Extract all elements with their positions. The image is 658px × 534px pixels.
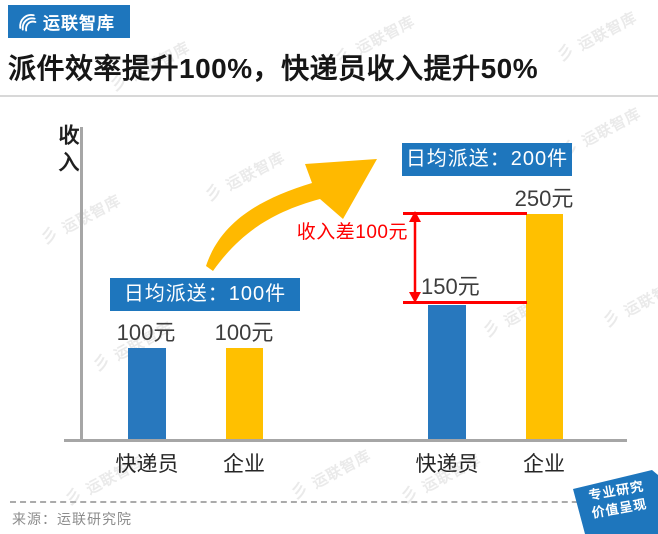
- group1-label-badge: 日均派送：100件: [110, 278, 300, 311]
- y-axis-line: [80, 127, 83, 442]
- watermark: 运联智库: [597, 269, 658, 332]
- group1-courier-category-label: 快递员: [115, 453, 179, 476]
- title-divider: [0, 95, 658, 97]
- source-text: 来源：运联研究院: [12, 511, 132, 527]
- ribbon-text: 专业研究 价值呈现: [582, 477, 653, 524]
- group2-courier-category-label: 快递员: [415, 453, 479, 476]
- group1-courier-value-label: 100元: [116, 320, 176, 345]
- brand-name: 运联智库: [43, 14, 115, 33]
- group2-company-value-label: 250元: [514, 186, 574, 211]
- diff-double-arrow-icon: [404, 210, 426, 309]
- group2-courier-bar: [428, 305, 466, 439]
- income-diff-annotation: 收入差100元: [296, 222, 408, 243]
- brand-logo: 运联智库: [8, 5, 130, 38]
- group2-company-category-label: 企业: [523, 453, 565, 476]
- page-title: 派件效率提升100%，快递员收入提升50%: [8, 53, 539, 84]
- watermark: 运联智库: [285, 441, 375, 504]
- group1-company-category-label: 企业: [223, 453, 265, 476]
- group2-company-bar: [526, 214, 563, 439]
- group1-company-bar: [226, 348, 263, 439]
- diff-bracket-top-line: [403, 212, 527, 215]
- footer-dashed-divider: [10, 501, 648, 503]
- brand-swirl-icon: [16, 11, 38, 33]
- diff-bracket-bottom-line: [403, 301, 527, 304]
- group2-label-badge: 日均派送：200件: [402, 143, 572, 176]
- group2-courier-value-label: 150元: [421, 274, 480, 299]
- growth-arrow-icon: [195, 145, 390, 285]
- group1-company-value-label: 100元: [214, 320, 274, 345]
- x-axis-line: [64, 439, 627, 442]
- group1-courier-bar: [128, 348, 166, 439]
- y-axis-label: 收入: [56, 124, 79, 178]
